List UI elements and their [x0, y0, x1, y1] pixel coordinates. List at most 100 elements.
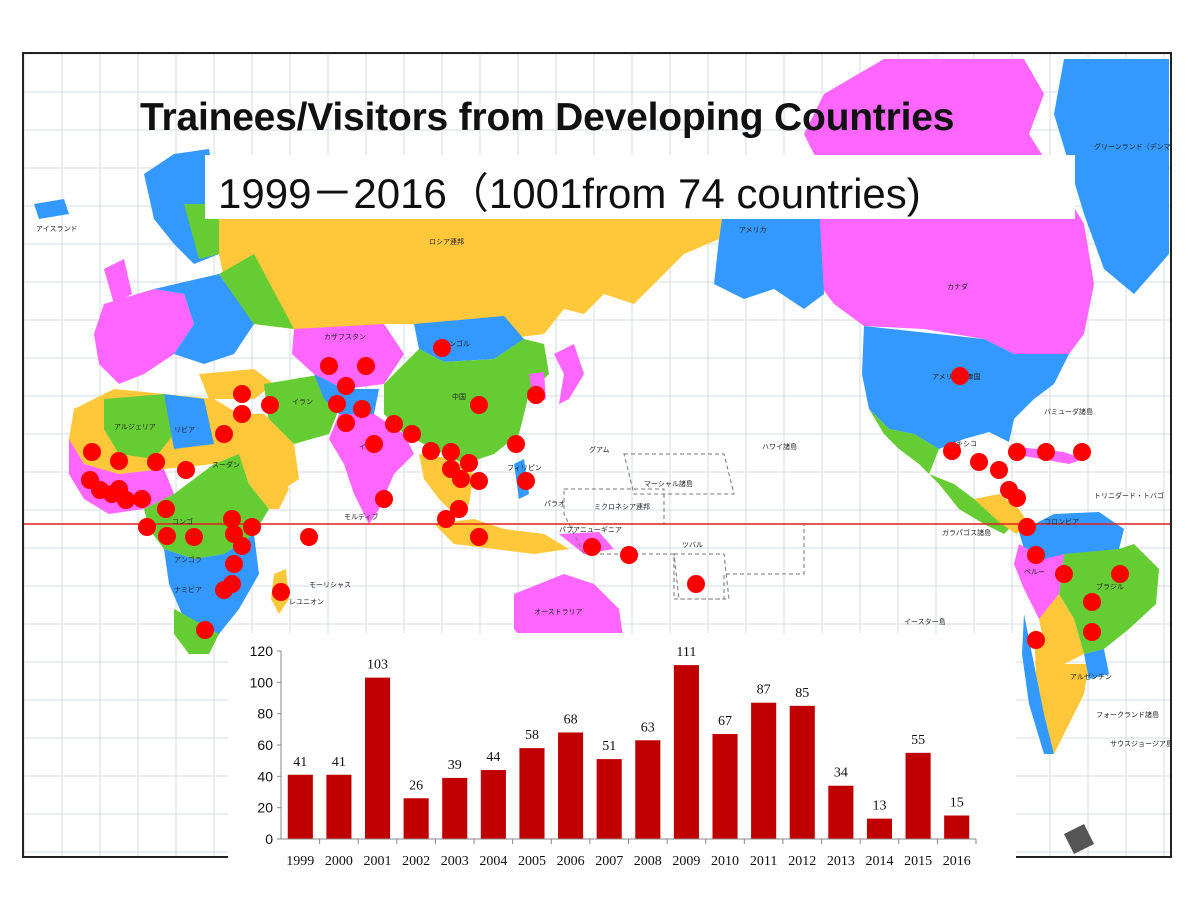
x-tick-label-2005: 2005: [518, 854, 546, 869]
location-marker: [990, 461, 1008, 479]
bar-2000: [326, 774, 352, 839]
x-tick-label-2001: 2001: [364, 854, 392, 869]
land-china: [384, 339, 549, 464]
map-label: ツバル: [682, 541, 703, 549]
map-label: カザフスタン: [324, 332, 366, 341]
location-marker: [620, 546, 638, 564]
location-marker: [437, 510, 455, 528]
location-marker: [138, 518, 156, 536]
x-tick-label-2009: 2009: [672, 854, 700, 869]
data-label-2003: 39: [448, 758, 462, 773]
location-marker: [970, 453, 988, 471]
map-label: ナミビア: [174, 585, 202, 594]
location-marker: [233, 405, 251, 423]
location-marker: [353, 400, 371, 418]
bar-chart-panel: 0 20 40 60 80 100 120 41 41 103 26 39 44 58 68 51 63 111…: [228, 633, 1016, 900]
location-marker: [328, 395, 346, 413]
map-label: カナダ: [947, 282, 968, 291]
data-label-2011: 87: [757, 683, 771, 698]
bar-1999: [287, 774, 313, 839]
bar-2014: [866, 818, 893, 839]
data-label-2008: 63: [641, 720, 655, 735]
pacific-boundary-3: [673, 553, 730, 600]
map-label: バミューダ諸島: [1044, 407, 1093, 416]
bar-2003: [442, 777, 468, 839]
bar-chart: 0 20 40 60 80 100 120 41 41 103 26 39 44 58 68 51 63 111…: [250, 643, 977, 869]
map-label: アルゼンチン: [1070, 672, 1112, 681]
x-tick-label-2011: 2011: [750, 854, 777, 869]
map-label: レユニオン: [289, 598, 324, 606]
land-argentina: [1034, 629, 1089, 754]
data-label-2012: 85: [795, 686, 809, 701]
page-subtitle: 1999－2016（1001from 74 countries): [218, 170, 921, 217]
x-tick-label-2008: 2008: [634, 854, 662, 869]
land-mexico: [869, 409, 1014, 534]
location-marker: [470, 528, 488, 546]
location-marker: [433, 339, 451, 357]
land-brazil: [1059, 544, 1159, 654]
y-tick-label: 120: [250, 643, 274, 659]
bar-2009: [673, 665, 699, 839]
x-tick-label-2003: 2003: [441, 854, 469, 869]
y-tick-label: 20: [257, 800, 273, 816]
y-axis: 0 20 40 60 80 100 120: [250, 643, 282, 847]
location-marker: [1073, 443, 1091, 461]
data-label-2016: 15: [950, 796, 964, 811]
x-axis: 1999 2000 2001 2002 2003 2004 2005 2006 2007 2008…: [281, 838, 977, 869]
land-algeria: [104, 394, 174, 459]
land-antarctic-peninsula: [1064, 824, 1094, 854]
data-label-2010: 67: [718, 714, 732, 729]
location-marker: [1037, 443, 1055, 461]
location-marker: [147, 453, 165, 471]
location-marker: [261, 396, 279, 414]
location-marker: [687, 575, 705, 593]
land-iceland: [34, 199, 69, 219]
location-marker: [272, 583, 290, 601]
bar-2006: [558, 732, 584, 839]
location-marker: [583, 538, 601, 556]
land-se-asia: [419, 454, 474, 514]
bar-2015: [905, 752, 931, 839]
map-label: ロシア連邦: [429, 237, 464, 246]
location-marker: [470, 472, 488, 490]
map-label: モーリシャス: [309, 581, 351, 589]
location-marker: [1083, 623, 1101, 641]
location-marker: [1018, 518, 1036, 536]
x-tick-label-2013: 2013: [827, 854, 855, 869]
subtitle-backdrop: [205, 155, 1075, 219]
data-label-2014: 13: [872, 799, 886, 814]
location-marker: [1083, 593, 1101, 611]
location-marker: [951, 367, 969, 385]
location-marker: [158, 527, 176, 545]
map-label: アルジェリア: [114, 423, 156, 431]
pacific-boundary-2: [623, 453, 735, 495]
bar-2002: [403, 798, 429, 839]
land-bolivia: [1039, 594, 1084, 664]
bar-2013: [828, 785, 854, 839]
map-label: マーシャル諸島: [644, 479, 693, 488]
map-label: パラオ: [544, 500, 565, 508]
data-label-2007: 51: [602, 739, 616, 754]
map-labels: ロシア連邦 アメリカ合衆国 カナダ グリーンランド（デンマーク） アメリカ 中国…: [36, 142, 1170, 748]
map-label: イラン: [292, 398, 313, 406]
location-marker: [215, 425, 233, 443]
location-marker: [177, 461, 195, 479]
location-marker: [1008, 443, 1026, 461]
location-marker: [233, 385, 251, 403]
land-alaska: [714, 204, 824, 309]
x-tick-label-2004: 2004: [479, 854, 507, 869]
x-tick-label-2014: 2014: [865, 854, 893, 869]
data-label-2004: 44: [486, 750, 500, 765]
map-label: コンゴ: [172, 517, 193, 526]
location-marker: [357, 357, 375, 375]
map-label: パプアニューギニア: [559, 526, 622, 534]
map-label: ガラパゴス諸島: [942, 528, 991, 537]
land-paraguay: [1084, 649, 1109, 679]
location-marker: [185, 528, 203, 546]
land-greenland: [1054, 59, 1169, 294]
y-tick-label: 60: [257, 737, 273, 753]
land-libya: [164, 394, 214, 449]
bar-2011: [751, 702, 777, 839]
location-marker: [1008, 489, 1026, 507]
bar-2004: [480, 770, 506, 839]
